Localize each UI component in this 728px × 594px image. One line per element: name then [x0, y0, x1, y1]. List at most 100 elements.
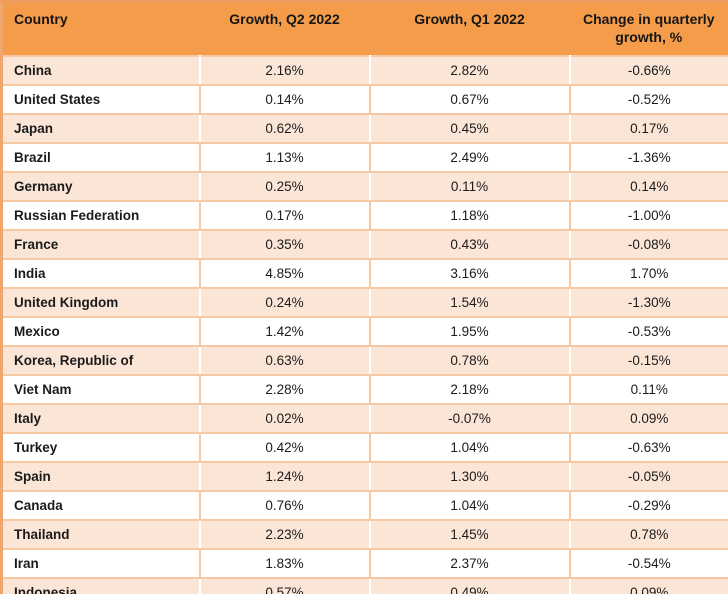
country-cell: Brazil — [1, 142, 201, 173]
value-cell-change: 1.70% — [568, 258, 728, 289]
country-cell: Thailand — [1, 519, 201, 550]
country-cell: Spain — [1, 461, 201, 492]
value-cell-change: -0.54% — [568, 548, 728, 579]
header-row: Country Growth, Q2 2022 Growth, Q1 2022 Cha… — [1, 1, 728, 56]
value-cell-change: -0.08% — [568, 229, 728, 260]
table-row: Spain 1.24% 1.30% -0.05% — [1, 461, 728, 492]
value-cell-q1: 2.18% — [368, 374, 571, 405]
country-cell: Germany — [1, 171, 201, 202]
table-row: France 0.35% 0.43% -0.08% — [1, 229, 728, 260]
value-cell-q1: 0.11% — [368, 171, 571, 202]
country-cell: Canada — [1, 490, 201, 521]
column-header-growth-q2-2022: Growth, Q2 2022 — [199, 1, 370, 56]
value-cell-q1: 1.30% — [368, 461, 571, 492]
value-cell-q2: 0.76% — [198, 490, 371, 521]
table-row: Japan 0.62% 0.45% 0.17% — [1, 113, 728, 144]
value-cell-q1: 1.45% — [368, 519, 571, 550]
value-cell-q2: 1.42% — [198, 316, 371, 347]
country-cell: Turkey — [1, 432, 201, 463]
value-cell-q1: 3.16% — [368, 258, 571, 289]
value-cell-q2: 1.83% — [198, 548, 371, 579]
value-cell-q2: 0.17% — [198, 200, 371, 231]
value-cell-q2: 0.02% — [198, 403, 371, 434]
country-cell: India — [1, 258, 201, 289]
table-row: Mexico 1.42% 1.95% -0.53% — [1, 316, 728, 347]
table-body: China 2.16% 2.82% -0.66% United States 0.14% 0… — [1, 55, 728, 594]
table-row: Indonesia 0.57% 0.49% 0.09% — [1, 577, 728, 594]
value-cell-q1: 0.78% — [368, 345, 571, 376]
value-cell-q2: 4.85% — [198, 258, 371, 289]
value-cell-q1: 2.37% — [368, 548, 571, 579]
value-cell-q2: 0.35% — [198, 229, 371, 260]
country-cell: Italy — [1, 403, 201, 434]
value-cell-q2: 0.24% — [198, 287, 371, 318]
value-cell-q2: 2.23% — [198, 519, 371, 550]
table-row: Korea, Republic of 0.63% 0.78% -0.15% — [1, 345, 728, 376]
table-row: Canada 0.76% 1.04% -0.29% — [1, 490, 728, 521]
value-cell-change: -0.52% — [568, 84, 728, 115]
value-cell-change: -0.29% — [568, 490, 728, 521]
table-row: India 4.85% 3.16% 1.70% — [1, 258, 728, 289]
value-cell-change: -1.36% — [568, 142, 728, 173]
value-cell-change: -1.30% — [568, 287, 728, 318]
value-cell-change: -0.63% — [568, 432, 728, 463]
value-cell-change: -0.66% — [568, 55, 728, 86]
value-cell-q1: -0.07% — [368, 403, 571, 434]
column-header-change-in-quarterly-growth: Change in quarterly growth, % — [569, 1, 728, 56]
value-cell-q2: 2.28% — [198, 374, 371, 405]
value-cell-change: -0.05% — [568, 461, 728, 492]
value-cell-change: 0.11% — [568, 374, 728, 405]
table-row: Turkey 0.42% 1.04% -0.63% — [1, 432, 728, 463]
table-row: Thailand 2.23% 1.45% 0.78% — [1, 519, 728, 550]
value-cell-q2: 0.63% — [198, 345, 371, 376]
country-cell: Japan — [1, 113, 201, 144]
country-cell: United States — [1, 84, 201, 115]
country-cell: Viet Nam — [1, 374, 201, 405]
value-cell-q2: 0.14% — [198, 84, 371, 115]
country-cell: France — [1, 229, 201, 260]
table-row: Viet Nam 2.28% 2.18% 0.11% — [1, 374, 728, 405]
table-row: Germany 0.25% 0.11% 0.14% — [1, 171, 728, 202]
table-row: Italy 0.02% -0.07% 0.09% — [1, 403, 728, 434]
value-cell-q1: 1.95% — [368, 316, 571, 347]
value-cell-q1: 2.49% — [368, 142, 571, 173]
country-cell: Russian Federation — [1, 200, 201, 231]
value-cell-change: 0.09% — [568, 403, 728, 434]
value-cell-change: -0.53% — [568, 316, 728, 347]
value-cell-q2: 0.57% — [198, 577, 371, 594]
value-cell-change: 0.09% — [568, 577, 728, 594]
value-cell-q2: 1.13% — [198, 142, 371, 173]
value-cell-q1: 2.82% — [368, 55, 571, 86]
table-row: Russian Federation 0.17% 1.18% -1.00% — [1, 200, 728, 231]
country-cell: Mexico — [1, 316, 201, 347]
value-cell-q1: 1.04% — [368, 432, 571, 463]
value-cell-q1: 0.49% — [368, 577, 571, 594]
country-cell: Indonesia — [1, 577, 201, 594]
table-row: United Kingdom 0.24% 1.54% -1.30% — [1, 287, 728, 318]
country-cell: Korea, Republic of — [1, 345, 201, 376]
value-cell-q1: 1.18% — [368, 200, 571, 231]
value-cell-q1: 1.54% — [368, 287, 571, 318]
value-cell-q1: 0.45% — [368, 113, 571, 144]
table-row: Iran 1.83% 2.37% -0.54% — [1, 548, 728, 579]
country-cell: Iran — [1, 548, 201, 579]
column-header-growth-q1-2022: Growth, Q1 2022 — [369, 1, 570, 56]
table-row: China 2.16% 2.82% -0.66% — [1, 55, 728, 86]
value-cell-change: 0.17% — [568, 113, 728, 144]
value-cell-q1: 1.04% — [368, 490, 571, 521]
value-cell-change: -1.00% — [568, 200, 728, 231]
value-cell-change: -0.15% — [568, 345, 728, 376]
value-cell-q2: 1.24% — [198, 461, 371, 492]
value-cell-q1: 0.67% — [368, 84, 571, 115]
table-row: United States 0.14% 0.67% -0.52% — [1, 84, 728, 115]
value-cell-q2: 2.16% — [198, 55, 371, 86]
table-row: Brazil 1.13% 2.49% -1.36% — [1, 142, 728, 173]
value-cell-change: 0.78% — [568, 519, 728, 550]
value-cell-q2: 0.25% — [198, 171, 371, 202]
value-cell-q2: 0.62% — [198, 113, 371, 144]
value-cell-change: 0.14% — [568, 171, 728, 202]
table-header: Country Growth, Q2 2022 Growth, Q1 2022 Cha… — [1, 1, 728, 56]
country-cell: China — [1, 55, 201, 86]
